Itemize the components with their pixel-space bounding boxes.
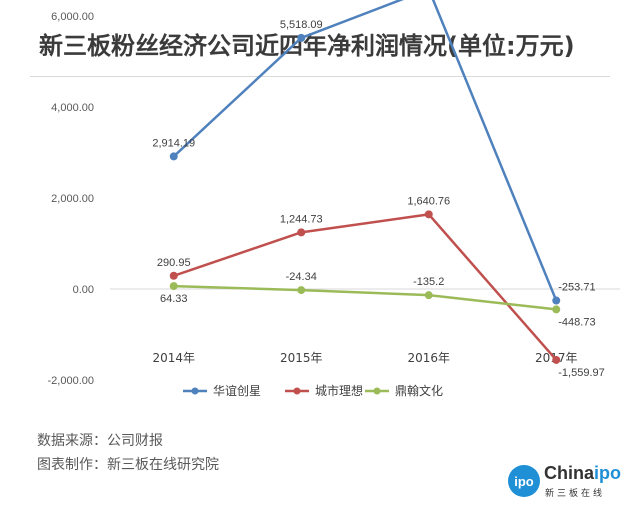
logo-badge: ipo (508, 465, 540, 497)
series-line-3 (173, 284, 557, 311)
series-line-2 (173, 213, 558, 361)
data-label: -448.73 (558, 316, 595, 328)
x-tick-label: 2015年 (280, 351, 323, 365)
data-point (552, 296, 561, 305)
y-tick-label: 6,000.00 (51, 11, 94, 23)
data-point (169, 271, 178, 280)
data-point (297, 286, 306, 295)
logo-subtitle: 新三板在线 (545, 489, 606, 499)
legend-label: 城市理想 (315, 383, 363, 398)
data-label: 2,914.19 (152, 137, 195, 149)
data-label: -24.34 (286, 271, 317, 283)
data-label: 1,640.76 (407, 195, 450, 207)
x-tick-label: 2016年 (407, 351, 450, 365)
logo-name-prefix: China (544, 463, 595, 483)
data-label: 5,518.09 (280, 19, 323, 31)
series-line-1 (172, 0, 558, 302)
data-label: -135.2 (413, 276, 444, 288)
data-point (424, 210, 433, 219)
data-label: 64.33 (160, 293, 188, 305)
title-divider (30, 76, 610, 77)
legend-swatch-marker (191, 387, 199, 395)
legend-swatch-marker (293, 387, 301, 395)
x-tick-label: 2014年 (152, 351, 195, 365)
data-label: 1,244.73 (280, 213, 323, 225)
data-label: 290.95 (157, 257, 191, 269)
line-chart: -2,000.000.002,000.004,000.006,000.008,0… (48, 0, 620, 398)
logo-name-suffix: ipo (594, 463, 622, 483)
data-point (424, 291, 433, 300)
y-tick-label: -2,000.00 (48, 375, 94, 387)
y-tick-label: 0.00 (73, 284, 94, 296)
y-tick-label: 4,000.00 (51, 102, 94, 114)
logo-name: Chinaipo (544, 463, 621, 484)
data-point (169, 282, 178, 291)
data-point (169, 152, 178, 161)
data-point (297, 33, 306, 42)
data-label: -1,559.97 (558, 367, 604, 379)
chart-maker-note: 图表制作：新三板在线研究院 (37, 457, 219, 473)
data-point (297, 228, 306, 237)
data-point (552, 305, 561, 314)
legend-label: 鼎翰文化 (395, 383, 443, 398)
data-point (552, 355, 561, 364)
chinaipo-logo: ipo Chinaipo 新三板在线 (508, 463, 621, 503)
data-source-note: 数据来源：公司财报 (37, 433, 163, 449)
legend-swatch-marker (373, 387, 381, 395)
data-label: -253.71 (558, 282, 595, 294)
y-tick-label: 2,000.00 (51, 193, 94, 205)
legend-label: 华谊创星 (213, 383, 261, 398)
